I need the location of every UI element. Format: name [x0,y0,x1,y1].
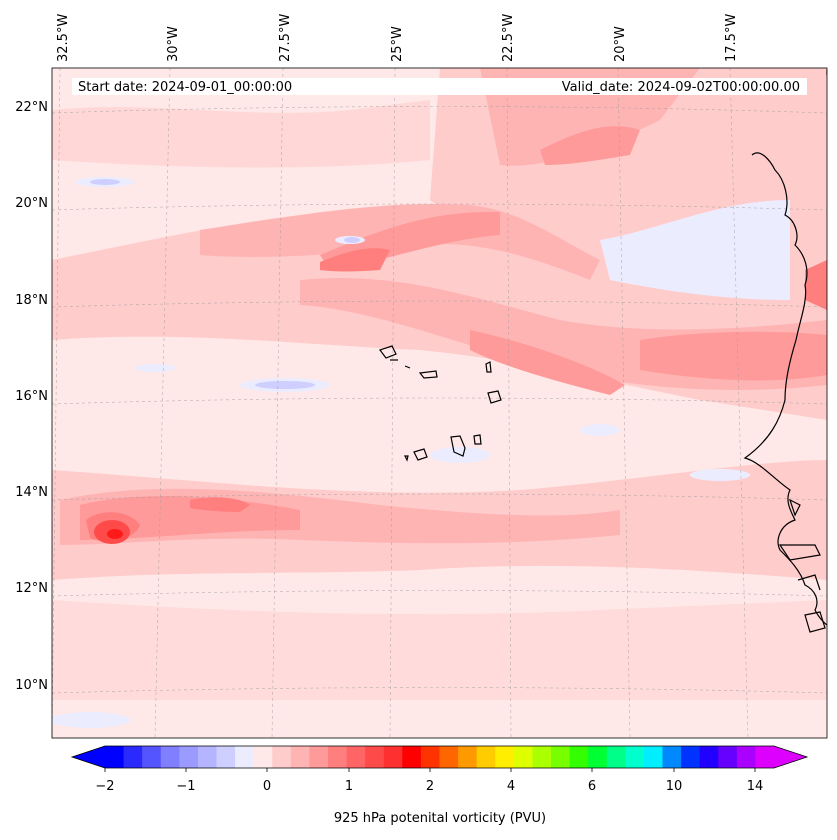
colorbar-over-arrow [774,746,807,768]
colorbar-cell [420,746,441,768]
colorbar-cell [569,746,589,768]
colorbar-cell [736,746,757,768]
lon-label: 27.5°W [278,14,293,62]
colorbar-cell [179,746,199,768]
colorbar: −2 −1 0 1 2 4 6 10 14 925 hPa potenital … [70,745,809,826]
start-date-label: Start date: 2024-09-01_00:00:00 [78,80,292,95]
colorbar-cell [476,746,496,768]
colorbar-cell [402,746,422,768]
vorticity-maximum-south [94,520,130,544]
colorbar-cell [105,746,125,768]
colorbar-cell [643,746,664,768]
colorbar-cell [142,746,162,768]
colorbar-cell [216,746,236,768]
colorbar-cell [328,746,348,768]
colorbar-tick-labels: −2 −1 0 1 2 4 6 10 14 [95,779,763,794]
longitude-labels: 32.5°W 30°W 27.5°W 25°W 22.5°W 20°W 17.5… [56,14,739,62]
valid-date-label: Valid_date: 2024-09-02T00:00:00.00 [562,80,800,95]
colorbar-cell [681,746,701,768]
colorbar-cell [588,746,608,768]
colorbar-tick-label: 2 [426,779,434,794]
lon-label: 30°W [166,26,181,62]
colorbar-tick-label: −1 [176,779,195,794]
colorbar-cell [625,746,645,768]
colorbar-tick-label: 14 [747,779,764,794]
colorbar-cells [105,746,775,768]
header-box [72,78,807,95]
map-panel[interactable]: Start date: 2024-09-01_00:00:00 Valid_da… [50,68,827,738]
lat-label: 16°N [15,389,48,404]
lon-label: 20°W [613,26,628,62]
colorbar-tick-label: 0 [263,779,271,794]
colorbar-label: 925 hPa potenital vorticity (PVU) [334,811,546,826]
colorbar-cell [755,746,775,768]
colorbar-cell [439,746,459,768]
coastline-africa [743,70,827,633]
colorbar-ticks [104,768,756,772]
colorbar-tick-label: −2 [95,779,114,794]
colorbar-tick-label: 6 [588,779,596,794]
colorbar-cell [532,746,552,768]
colorbar-cell [253,746,273,768]
colorbar-cell [346,746,366,768]
lon-label: 25°W [390,26,405,62]
colorbar-tick-label: 1 [345,779,353,794]
lat-label: 12°N [15,581,48,596]
colorbar-cell [272,746,292,768]
colorbar-cell [197,746,218,768]
lat-label: 20°N [15,196,48,211]
colorbar-cell [551,746,571,768]
colorbar-cell [383,746,403,768]
cabo-verde-islands [379,345,502,462]
lat-label: 18°N [15,293,48,308]
graticule [52,68,827,738]
colorbar-cell [235,746,255,768]
lon-label: 22.5°W [501,14,516,62]
lon-label: 32.5°W [56,14,71,62]
colorbar-under-arrow [72,746,105,768]
colorbar-cell [513,746,534,768]
colorbar-tick-label: 10 [666,779,683,794]
colorbar-tick-label: 4 [507,779,515,794]
lat-label: 22°N [15,100,48,115]
colorbar-cell [123,746,143,768]
lon-label: 17.5°W [724,14,739,62]
field-negative-cores [90,179,360,389]
lat-label: 10°N [15,678,48,693]
latitude-labels: 22°N 20°N 18°N 16°N 14°N 12°N 10°N [15,100,48,693]
colorbar-cell [365,746,385,768]
colorbar-cell [662,746,682,768]
colorbar-cell [290,746,311,768]
colorbar-cell [458,746,478,768]
map-frame [51,67,828,739]
colorbar-cell [606,746,626,768]
colorbar-cell [309,746,329,768]
lat-label: 14°N [15,485,48,500]
colorbar-cell [718,746,738,768]
colorbar-cell [495,746,515,768]
colorbar-cell [699,746,719,768]
colorbar-cell [160,746,180,768]
